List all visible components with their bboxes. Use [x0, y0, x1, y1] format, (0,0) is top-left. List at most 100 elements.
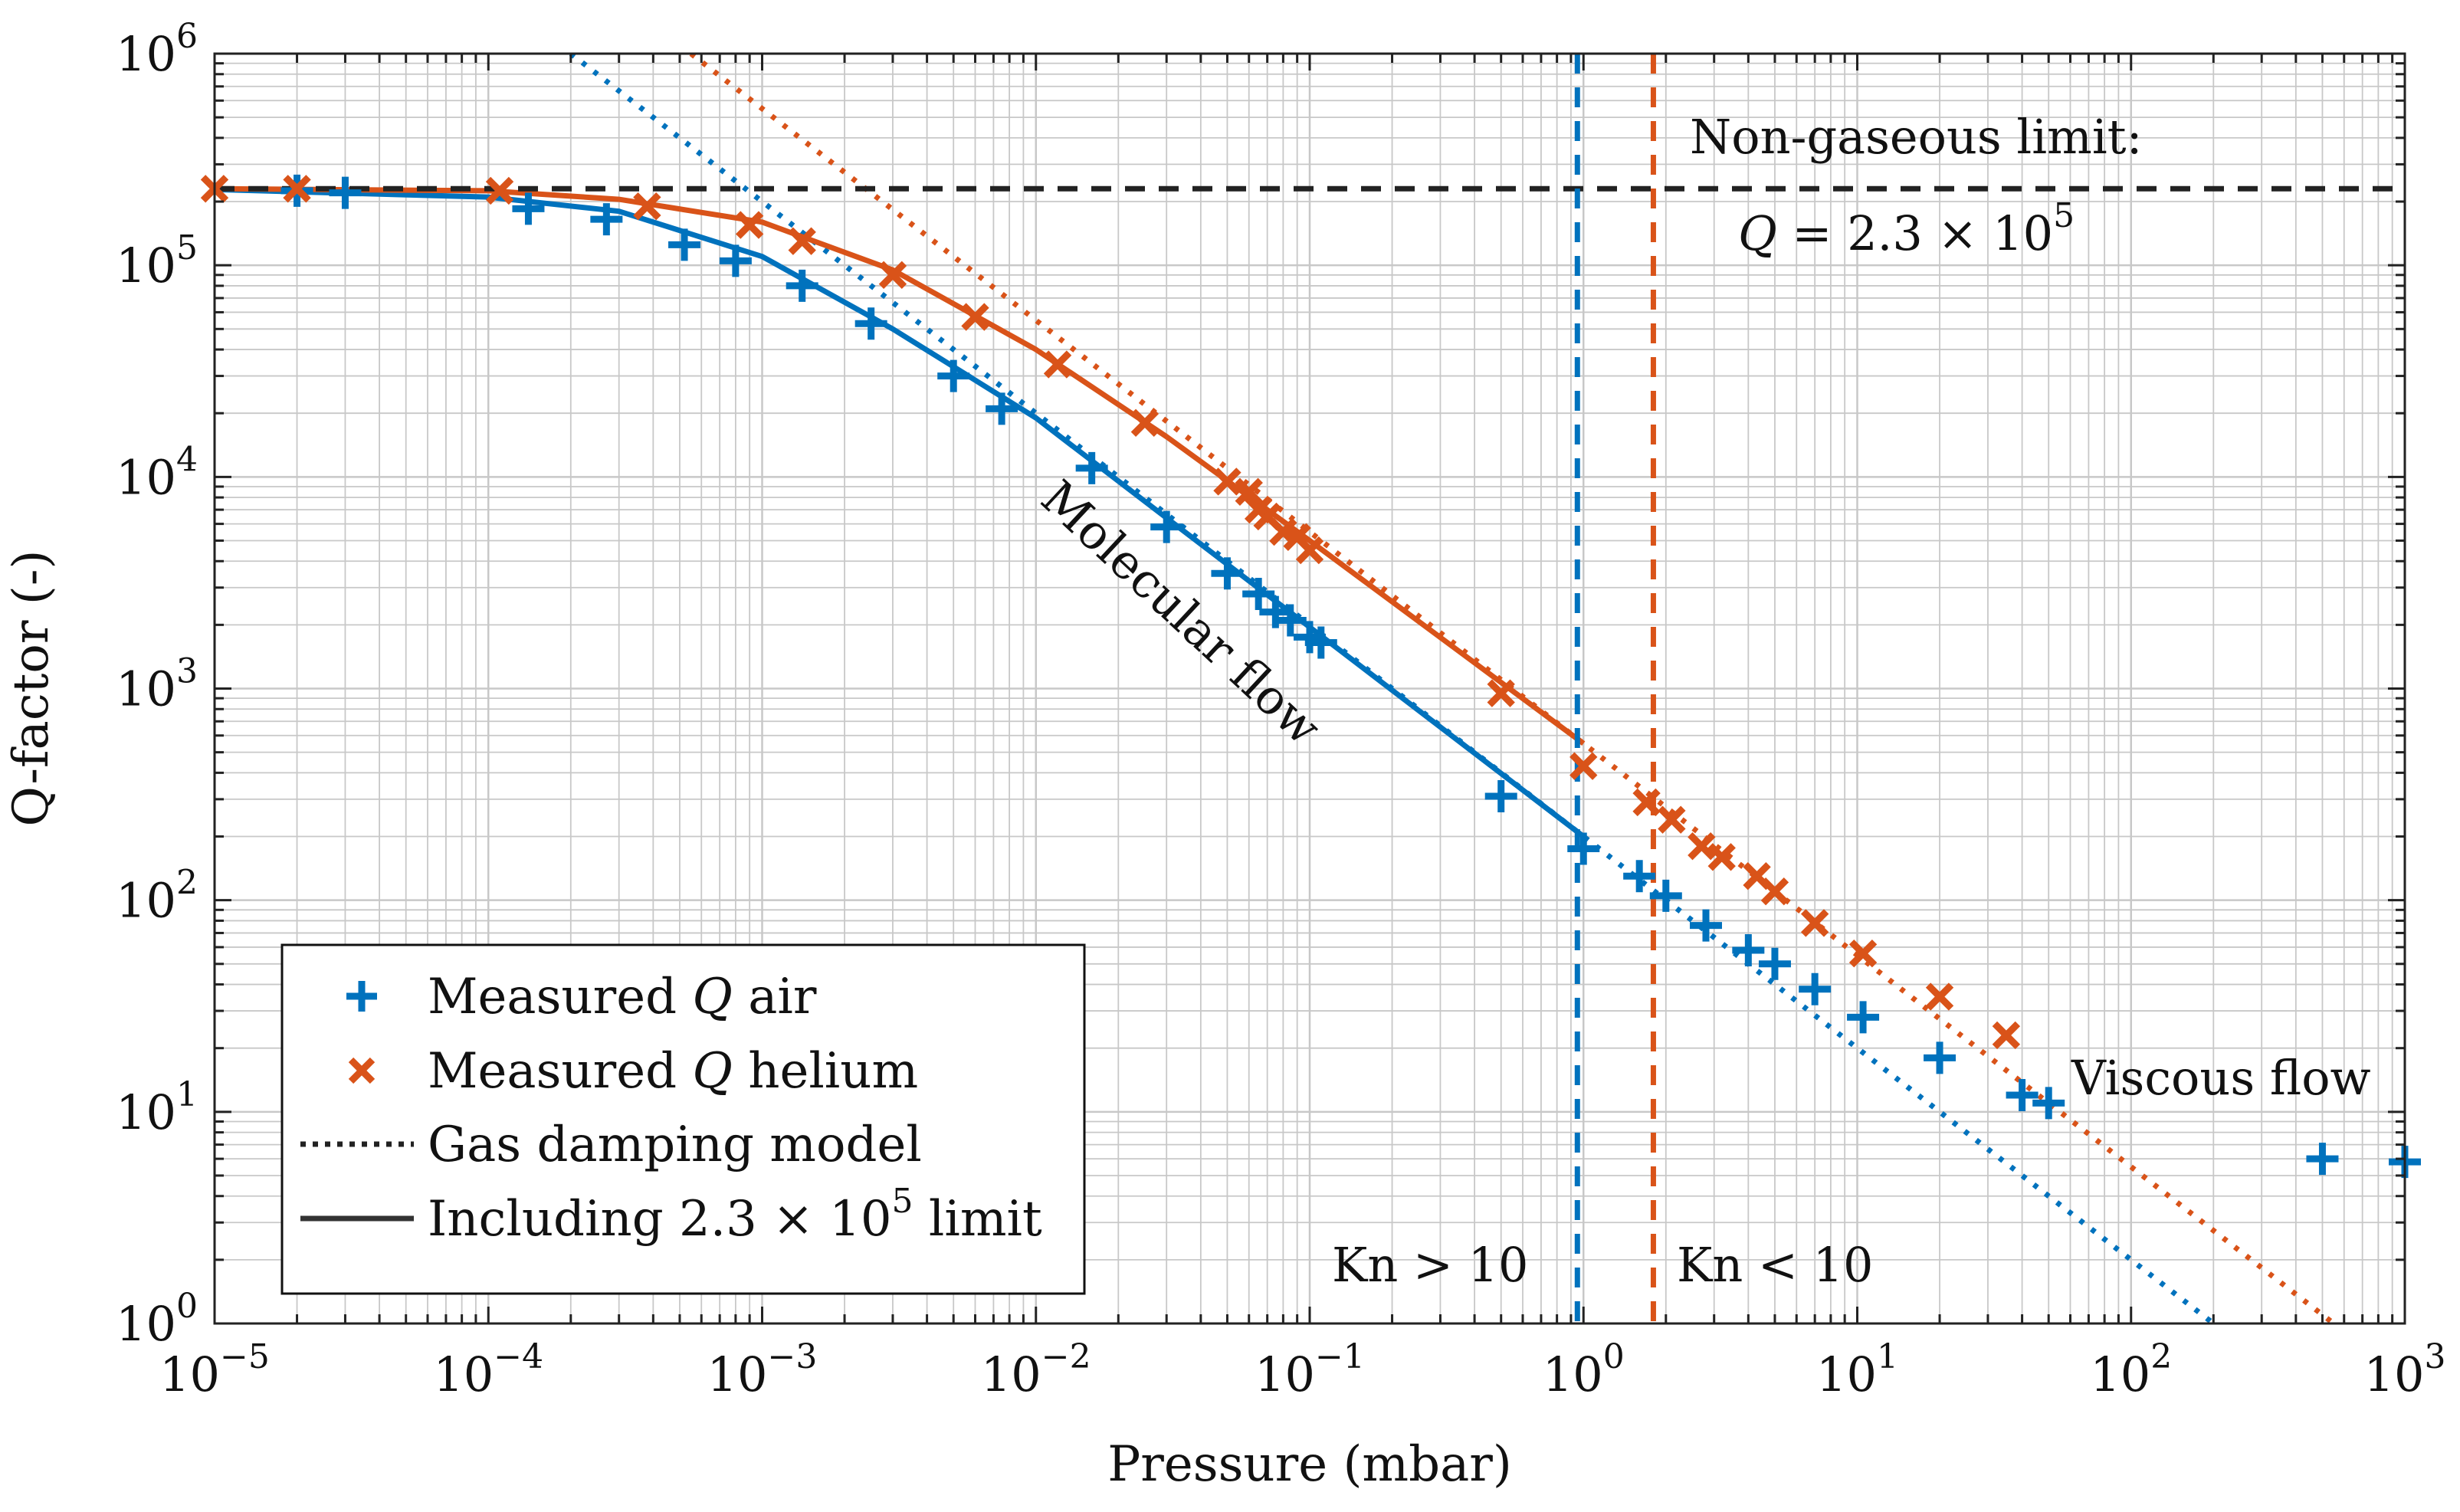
- legend-label-measured-helium: Measured Q helium: [428, 1043, 918, 1100]
- x-tick-label: 10−5: [159, 1337, 270, 1402]
- data-point-helium: [1707, 843, 1736, 871]
- data-point-helium: [1688, 831, 1716, 861]
- marker-stroke: [1487, 679, 1515, 707]
- annotation-eq-exponent: 5: [2053, 196, 2075, 235]
- marker-stroke: [1253, 502, 1281, 531]
- marker-stroke: [1707, 843, 1736, 871]
- data-point-helium: [633, 192, 661, 221]
- tick-base: 10: [1543, 1346, 1603, 1402]
- legend-item-measured-air: Measured Q air: [346, 969, 817, 1025]
- data-point-air: [1732, 934, 1765, 966]
- axis-ticks: 10−5 10−4 10−3 10−2 10−1 100 101 102 10310010110…: [116, 17, 2445, 1402]
- tick-exponent: 1: [1877, 1337, 1898, 1376]
- tick-base: 10: [116, 449, 176, 505]
- x-tick-label: 10−3: [707, 1337, 818, 1402]
- marker-stroke: [1043, 350, 1072, 379]
- data-point-helium: [1213, 467, 1241, 496]
- data-point-air: [512, 192, 545, 225]
- plot-series: [200, 54, 2421, 1323]
- tick-exponent: 2: [176, 864, 198, 903]
- marker-stroke: [1925, 982, 1954, 1011]
- marker-stroke: [735, 211, 764, 239]
- marker-stroke: [1632, 788, 1661, 817]
- y-axis-label: Q-factor (-): [3, 550, 60, 827]
- data-point-helium: [961, 303, 989, 331]
- y-tick-label: 105: [116, 228, 198, 294]
- data-point-air: [1304, 626, 1337, 659]
- data-point-air: [854, 307, 887, 340]
- data-point-air: [1242, 578, 1275, 611]
- data-point-air: [1075, 451, 1108, 484]
- tick-exponent: −5: [220, 1337, 270, 1376]
- tick-exponent: −2: [1041, 1337, 1091, 1376]
- data-point-helium: [878, 261, 907, 289]
- series-2: [569, 54, 2216, 1323]
- marker-stroke: [1992, 1021, 2021, 1050]
- markers-1: [200, 175, 2021, 1050]
- data-point-helium: [1992, 1021, 2021, 1050]
- data-point-air: [1484, 779, 1517, 812]
- legend-item-measured-helium: Measured Q helium: [348, 1043, 918, 1100]
- data-point-air: [1567, 832, 1600, 865]
- tick-base: 10: [707, 1346, 768, 1402]
- data-point-air: [2006, 1078, 2039, 1111]
- data-point-air: [1274, 604, 1307, 637]
- data-point-air: [1924, 1041, 1957, 1074]
- data-point-helium: [485, 176, 514, 205]
- marker-stroke: [1235, 477, 1263, 507]
- data-point-helium: [1760, 877, 1789, 906]
- legend-cross-marker: [348, 1057, 376, 1084]
- marker-stroke: [961, 303, 989, 331]
- tick-exponent: 1: [176, 1075, 198, 1114]
- tick-exponent: 4: [176, 440, 198, 479]
- data-point-air: [1649, 879, 1682, 912]
- tick-base: 10: [2090, 1346, 2150, 1402]
- x-tick-label: 100: [1543, 1337, 1625, 1402]
- tick-base: 10: [2364, 1346, 2425, 1402]
- tick-exponent: 0: [176, 1287, 198, 1326]
- tick-base: 10: [116, 1084, 176, 1140]
- marker-stroke: [1743, 862, 1771, 890]
- marker-stroke: [1658, 805, 1686, 834]
- data-point-air: [937, 359, 970, 392]
- tick-base: 10: [116, 1296, 176, 1352]
- data-point-air: [1689, 909, 1722, 942]
- x-tick-label: 103: [2364, 1337, 2446, 1402]
- data-point-air: [668, 228, 701, 261]
- tick-base: 10: [1255, 1346, 1315, 1402]
- tick-exponent: −4: [494, 1337, 543, 1376]
- data-point-air: [719, 244, 752, 277]
- data-point-air: [986, 392, 1018, 425]
- tick-exponent: 2: [2150, 1337, 2172, 1376]
- data-point-helium: [1295, 536, 1324, 565]
- data-point-helium: [1848, 940, 1878, 968]
- annotation-nongaseous-title: Non-gaseous limit:: [1690, 109, 2142, 165]
- marker-stroke: [1295, 536, 1324, 565]
- data-point-air: [2032, 1087, 2065, 1120]
- tick-exponent: 6: [176, 17, 198, 56]
- annotation-nongaseous-equation: Q = 2.3 × 105: [1738, 196, 2075, 261]
- tick-exponent: 5: [176, 228, 198, 267]
- tick-exponent: 0: [1603, 1337, 1625, 1376]
- marker-stroke: [1269, 517, 1297, 546]
- marker-stroke: [1760, 877, 1789, 906]
- legend-box: [280, 943, 1086, 1295]
- data-point-helium: [788, 227, 816, 255]
- tick-exponent: 3: [176, 652, 198, 691]
- y-tick-label: 100: [116, 1287, 198, 1352]
- data-point-helium: [1632, 788, 1661, 817]
- tick-base: 10: [981, 1346, 1041, 1402]
- legend-label-limit: Including 2.3 × 105 limit: [428, 1182, 1042, 1248]
- tick-exponent: 3: [2424, 1337, 2445, 1376]
- annotation-kn-greater: Kn > 10: [1332, 1237, 1529, 1293]
- annotation-viscous-flow: Viscous flow: [2071, 1050, 2371, 1106]
- marker-stroke: [1569, 752, 1598, 780]
- tick-base: 10: [116, 238, 176, 294]
- marker-stroke: [1130, 408, 1159, 438]
- data-point-helium: [1658, 805, 1686, 834]
- annotation-kn-less: Kn < 10: [1677, 1237, 1874, 1293]
- marker-stroke: [1848, 940, 1878, 968]
- y-tick-label: 104: [116, 440, 198, 505]
- marker-stroke: [1213, 467, 1241, 496]
- y-tick-label: 101: [116, 1075, 198, 1140]
